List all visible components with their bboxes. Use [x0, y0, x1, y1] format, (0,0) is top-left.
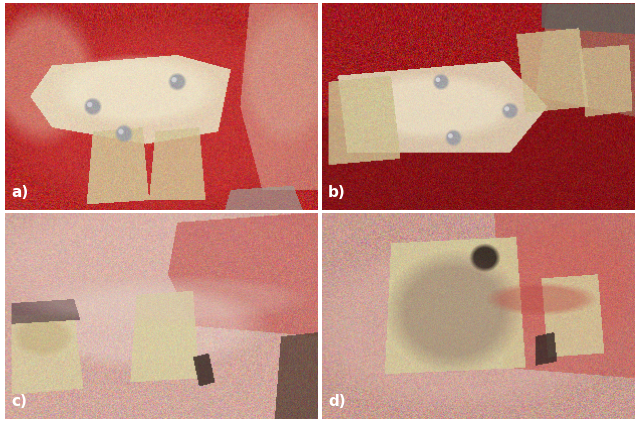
Text: c): c): [12, 394, 28, 409]
Text: a): a): [12, 185, 29, 200]
Text: b): b): [328, 185, 346, 200]
Text: d): d): [328, 394, 346, 409]
